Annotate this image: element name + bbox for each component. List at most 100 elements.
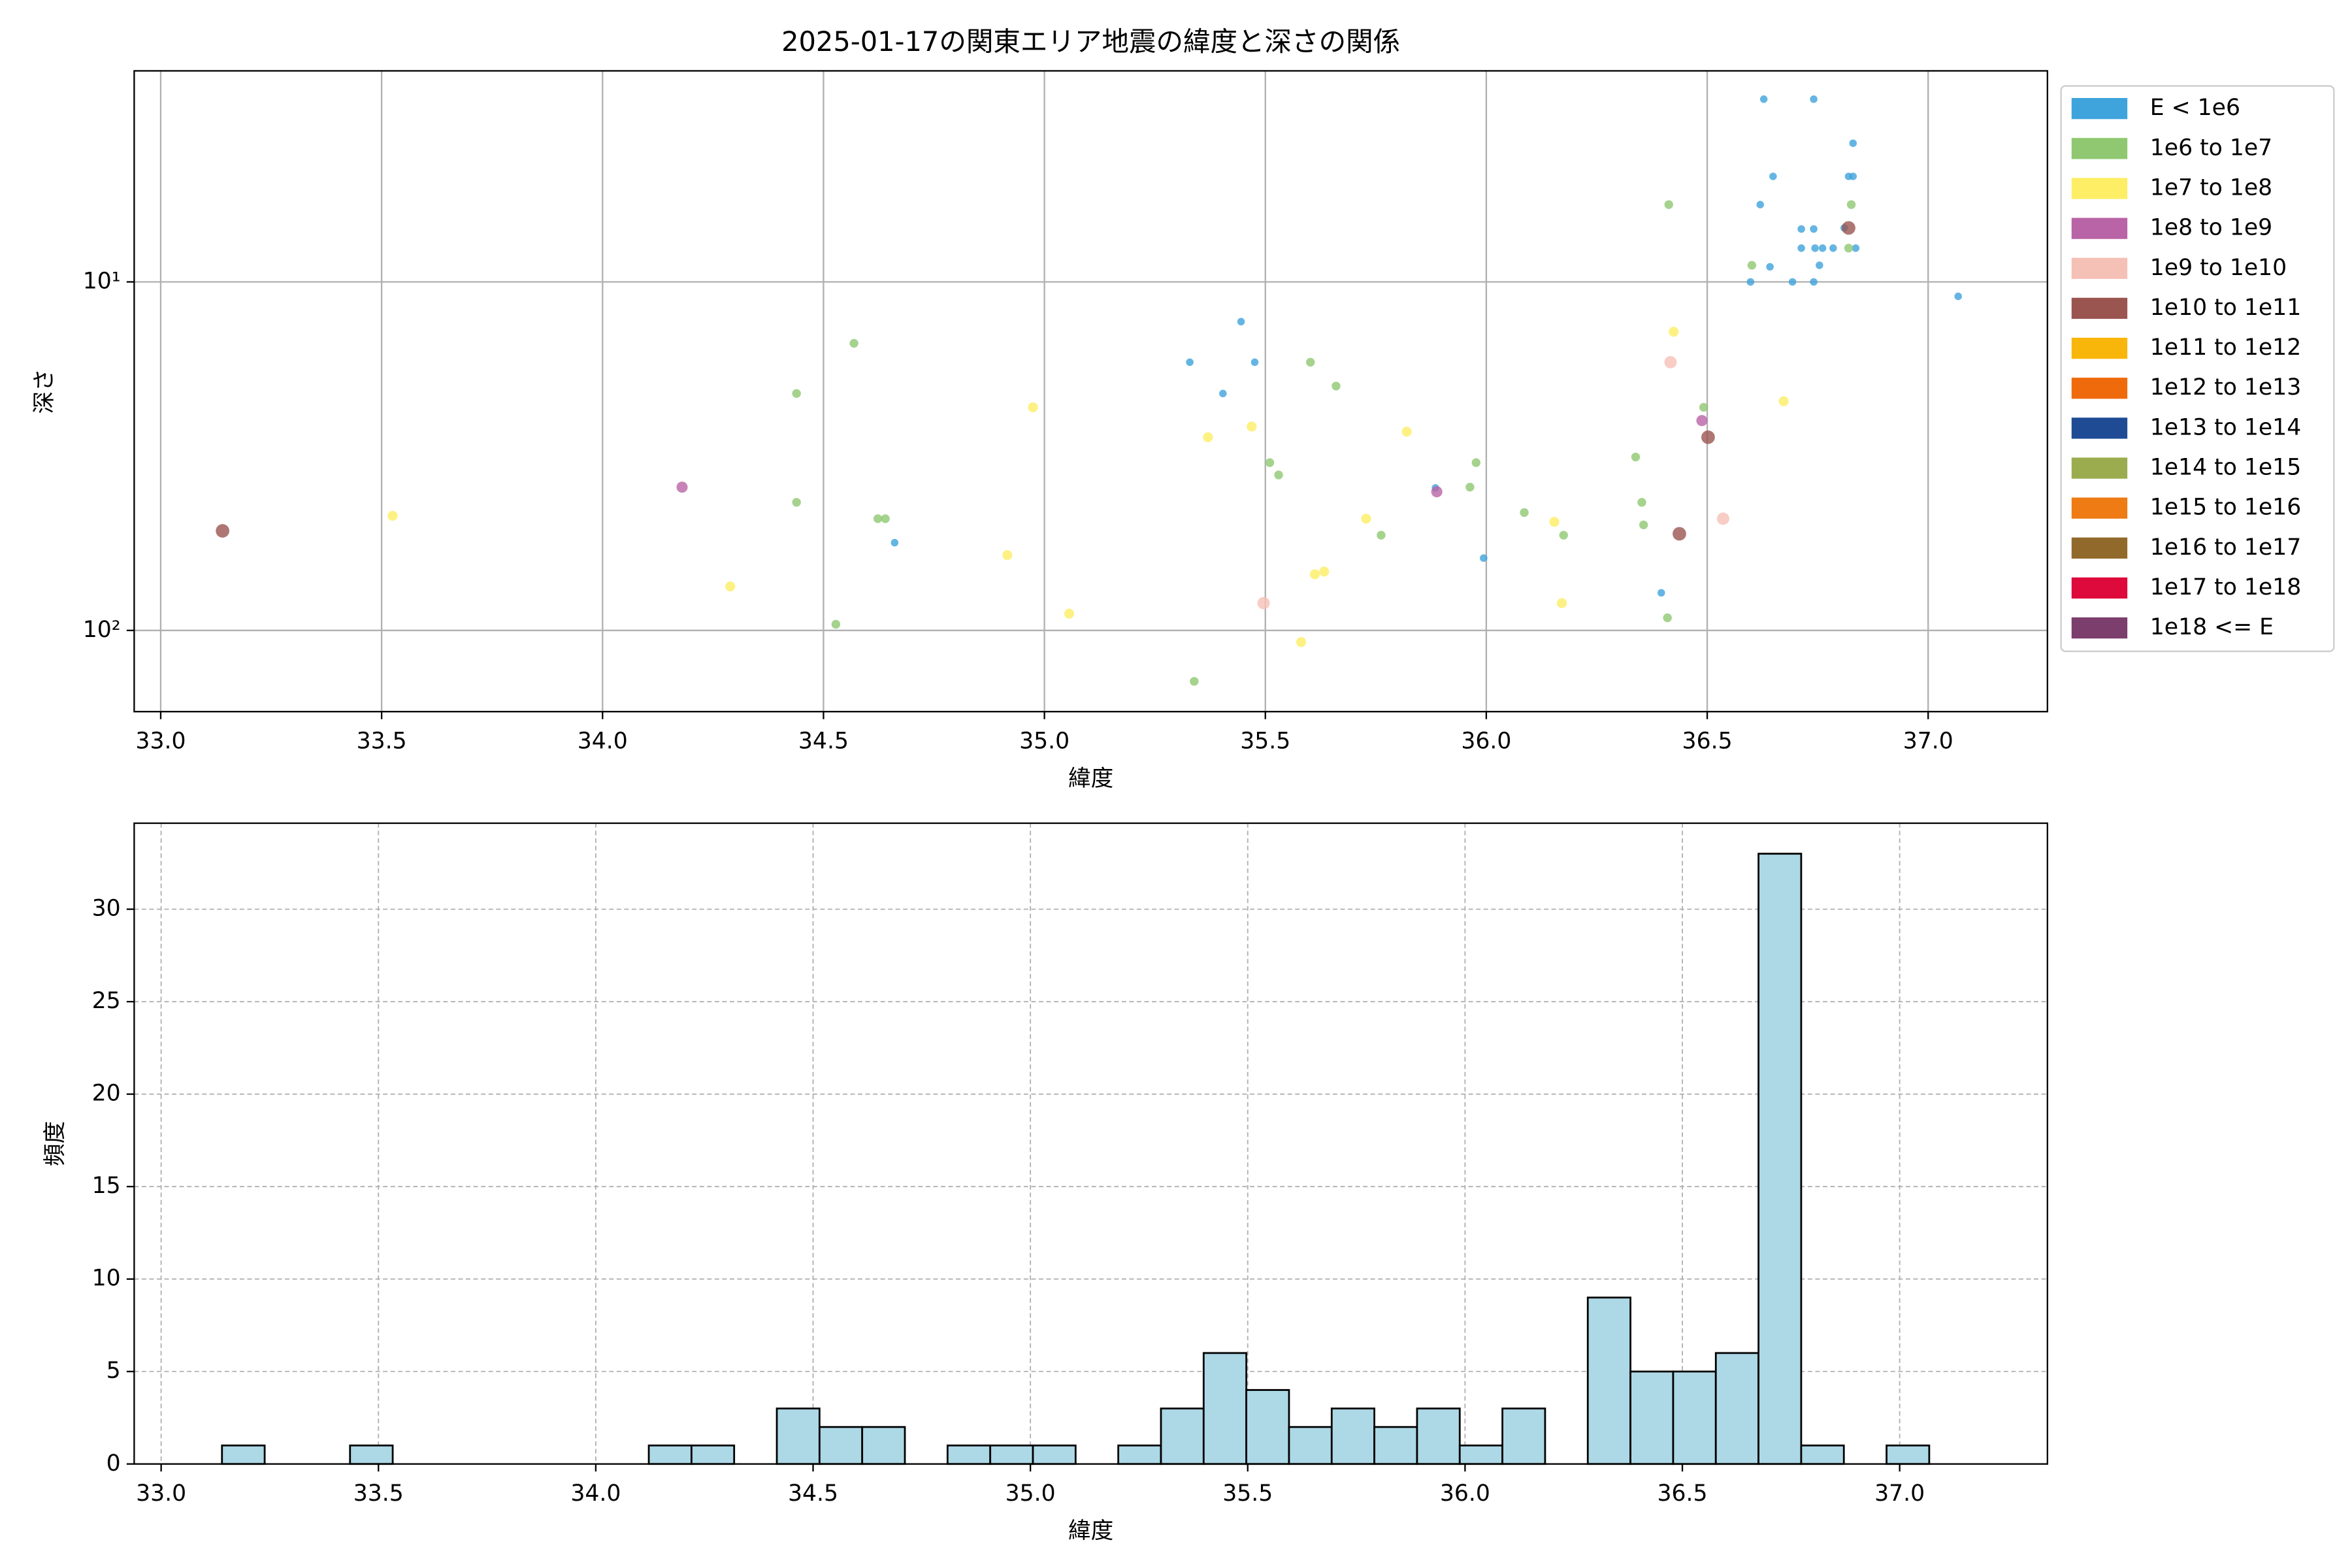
legend-label: E < 1e6 — [2150, 95, 2240, 121]
scatter-point — [1250, 358, 1259, 367]
legend-swatch — [2071, 337, 2128, 359]
scatter-point — [1319, 566, 1330, 577]
x-tick-label: 35.5 — [1240, 728, 1290, 754]
histogram-bar — [1757, 853, 1803, 1465]
scatter-point — [1810, 278, 1818, 286]
scatter-point — [1637, 498, 1646, 507]
scatter-point — [1842, 221, 1855, 235]
scatter-point — [1797, 225, 1805, 233]
scatter-point — [387, 510, 398, 521]
x-tick-label: 33.5 — [357, 728, 407, 754]
scatter-point — [1747, 261, 1757, 270]
scatter-point — [1361, 514, 1371, 524]
histogram-bar — [690, 1445, 736, 1465]
scatter-point — [1465, 482, 1475, 492]
histogram-bar — [946, 1445, 992, 1465]
y-tick-label: 10 — [92, 1266, 121, 1292]
legend-label: 1e7 to 1e8 — [2150, 174, 2272, 201]
scatter-point — [1064, 608, 1075, 619]
histogram-bar — [1501, 1407, 1546, 1465]
scatter-point — [1257, 596, 1270, 610]
scatter-point — [1844, 244, 1854, 253]
scatter-point — [1810, 95, 1818, 103]
scatter-point — [1701, 430, 1715, 444]
x-tick-label: 36.5 — [1657, 1480, 1707, 1507]
scatter-point — [1811, 244, 1819, 252]
x-tick-label: 34.0 — [578, 728, 628, 754]
scatter-point — [1816, 261, 1823, 269]
legend-label: 1e15 to 1e16 — [2150, 495, 2301, 521]
legend-swatch — [2071, 378, 2128, 399]
plot-frame — [133, 822, 2048, 1465]
y-tick-label: 10¹ — [83, 268, 121, 294]
legend-label: 1e6 to 1e7 — [2150, 135, 2272, 161]
histogram-bar — [1800, 1445, 1845, 1465]
legend-box — [2060, 85, 2335, 653]
histogram-bar — [1032, 1445, 1077, 1465]
histogram-bar — [1672, 1370, 1717, 1465]
histogram-bar — [1714, 1352, 1759, 1465]
scatter-point — [1296, 637, 1307, 647]
scatter-point — [1669, 327, 1679, 337]
scatter-point — [1849, 139, 1857, 147]
scatter-point — [1746, 278, 1755, 286]
y-tick-label: 20 — [92, 1081, 121, 1107]
scatter-point — [1186, 358, 1194, 367]
scatter-point — [1818, 244, 1827, 252]
x-tick-label: 33.0 — [135, 728, 186, 754]
scatter-point — [1788, 278, 1797, 286]
scatter-point — [1810, 225, 1818, 233]
x-tick-label: 33.0 — [136, 1480, 186, 1507]
scatter-point — [1766, 263, 1774, 271]
scatter-point — [1431, 486, 1443, 498]
legend-swatch — [2071, 218, 2128, 239]
scatter-point — [1377, 531, 1386, 540]
histogram-bar — [349, 1445, 394, 1465]
legend-swatch — [2071, 257, 2128, 279]
legend-label: 1e8 to 1e9 — [2150, 215, 2272, 241]
scatter-point — [1696, 415, 1708, 427]
x-tick-label: 36.0 — [1461, 728, 1511, 754]
y-tick-label: 15 — [92, 1173, 121, 1199]
scatter-point — [792, 389, 801, 398]
x-tick-label: 35.0 — [1019, 728, 1070, 754]
scatter-point — [1549, 517, 1560, 527]
y-tick-label: 30 — [92, 896, 121, 922]
scatter-point — [1797, 244, 1805, 252]
legend-label: 1e17 to 1e18 — [2150, 574, 2301, 600]
x-tick-label: 34.5 — [788, 1480, 838, 1507]
histogram-bar — [1117, 1445, 1162, 1465]
scatter-point — [1664, 200, 1673, 209]
x-axis-label: 緯度 — [1068, 1518, 1113, 1544]
legend-label: 1e11 to 1e12 — [2150, 335, 2301, 361]
scatter-point — [1028, 402, 1038, 413]
scatter-point — [1002, 550, 1013, 561]
scatter-point — [1849, 172, 1857, 180]
y-tick-label: 5 — [106, 1358, 121, 1384]
histogram-bar — [1629, 1370, 1674, 1465]
scatter-point — [1663, 613, 1672, 623]
scatter-point — [1237, 318, 1245, 326]
legend-label: 1e13 to 1e14 — [2150, 414, 2301, 440]
legend-swatch — [2071, 617, 2128, 639]
scatter-point — [1480, 554, 1488, 562]
scatter-point — [1639, 520, 1648, 530]
scatter-point — [1190, 677, 1199, 686]
scatter-point — [1219, 389, 1227, 398]
legend-label: 1e10 to 1e11 — [2150, 295, 2301, 321]
x-axis-label: 緯度 — [1068, 766, 1113, 792]
scatter-point — [890, 538, 899, 547]
scatter-point — [216, 524, 230, 538]
scatter-point — [792, 498, 801, 507]
y-tick-label: 25 — [92, 988, 121, 1014]
scatter-point — [1716, 512, 1729, 525]
x-tick-label: 36.0 — [1440, 1480, 1490, 1507]
y-tick-label: 10² — [83, 617, 121, 643]
histogram-bar — [1245, 1389, 1290, 1465]
legend-label: 1e12 to 1e13 — [2150, 374, 2301, 400]
histogram-bar — [1202, 1352, 1248, 1465]
x-tick-label: 34.5 — [798, 728, 849, 754]
scatter-point — [1401, 427, 1412, 437]
histogram-bar — [1458, 1445, 1503, 1465]
